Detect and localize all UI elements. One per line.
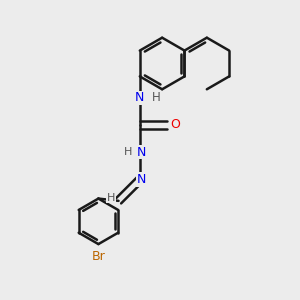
Text: N: N xyxy=(135,91,145,104)
Text: H: H xyxy=(107,193,115,203)
Text: N: N xyxy=(136,173,146,186)
Text: O: O xyxy=(170,118,180,131)
Text: N: N xyxy=(136,146,146,159)
Text: H: H xyxy=(152,91,161,104)
Text: H: H xyxy=(124,147,132,157)
Text: Br: Br xyxy=(92,250,105,263)
